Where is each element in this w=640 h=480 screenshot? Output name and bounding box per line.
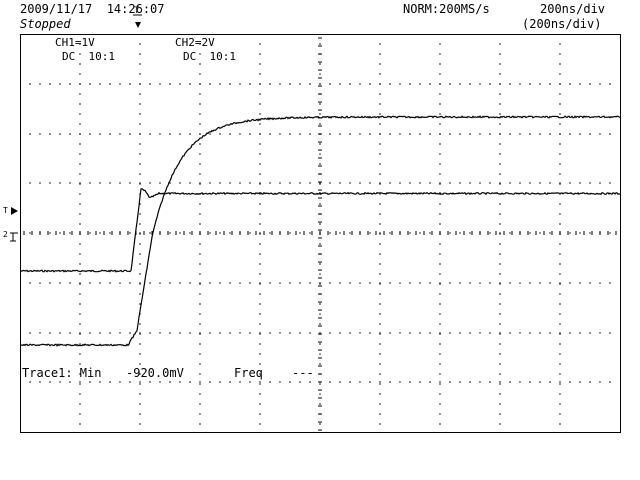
ch2-scale-label: CH2=2V: [175, 36, 215, 49]
trace-measurement-value: -920.0mV: [126, 366, 184, 380]
trace-ch1-waveform: [20, 188, 620, 273]
graticule: [23, 37, 617, 431]
timebase-sub-readout: (200ns/div): [522, 17, 602, 31]
ch1-scale-label: CH1=1V: [55, 36, 95, 49]
ch1-coupling-label: DC 10:1: [62, 50, 115, 63]
channel-ground-marker: 2: [3, 230, 18, 242]
svg-text:T: T: [134, 6, 140, 16]
freq-measurement-label: Freq: [234, 366, 263, 380]
acquisition-mode: NORM:200MS/s: [403, 2, 490, 16]
freq-measurement-value: ---: [292, 366, 314, 380]
screen-border: [20, 34, 621, 433]
trigger-level-marker: T: [3, 206, 18, 215]
trace-ch2-waveform: [20, 115, 621, 347]
timebase-readout: 200ns/div: [540, 2, 606, 16]
acquisition-status: Stopped: [20, 17, 71, 31]
ch2-coupling-label: DC 10:1: [183, 50, 236, 63]
svg-text:2: 2: [3, 230, 8, 239]
trace-measurement-label: Trace1: Min: [22, 366, 102, 380]
datetime-readout: 2009/11/17 14:26:07: [20, 2, 165, 16]
svg-text:T: T: [3, 206, 8, 215]
trigger-position-marker: T: [133, 6, 142, 28]
